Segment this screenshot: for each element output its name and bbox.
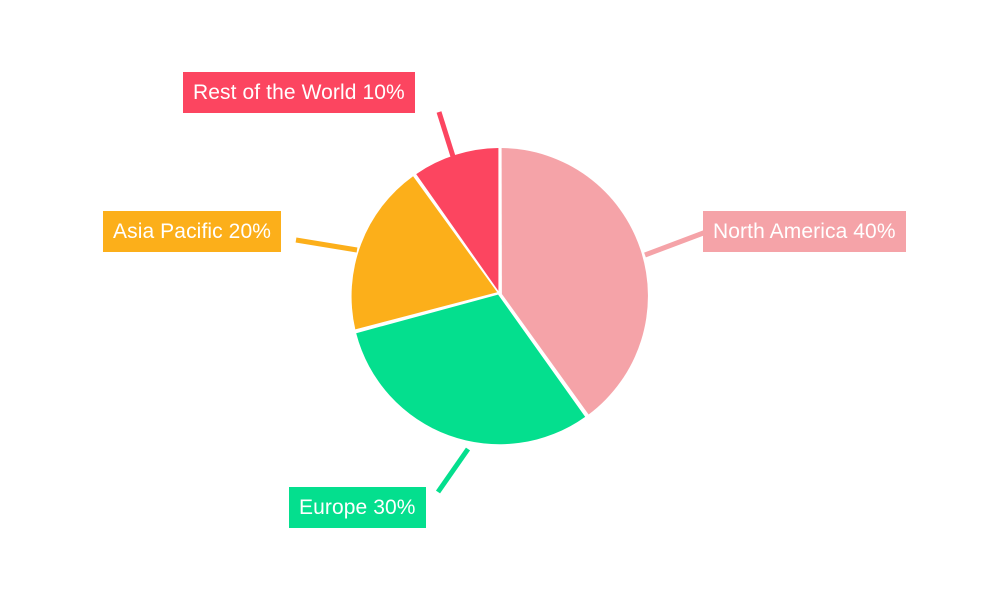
pie-slice-europe[interactable] [356,294,586,445]
pie-label-north-america-text: North America 40% [713,220,896,243]
pie-label-rest-of-the-world-text: Rest of the World 10% [193,81,405,104]
leader-line-north-america [644,229,707,258]
pie-label-north-america[interactable]: North America 40% [703,211,906,252]
pie-slice-north-america[interactable] [501,148,648,415]
pie-label-europe[interactable]: Europe 30% [289,487,426,528]
pie-label-europe-text: Europe 30% [299,496,416,519]
pie-slice-asia-pacific[interactable] [351,176,498,330]
pie-slices [351,148,648,445]
leader-line-asia-pacific [295,237,358,253]
pie-label-rest-of-the-world[interactable]: Rest of the World 10% [183,72,415,113]
pie-slice-rest-of-the-world[interactable] [416,148,499,291]
pie-label-asia-pacific-text: Asia Pacific 20% [113,220,272,243]
pie-label-asia-pacific[interactable]: Asia Pacific 20% [103,211,282,252]
leader-line-europe [435,447,471,494]
